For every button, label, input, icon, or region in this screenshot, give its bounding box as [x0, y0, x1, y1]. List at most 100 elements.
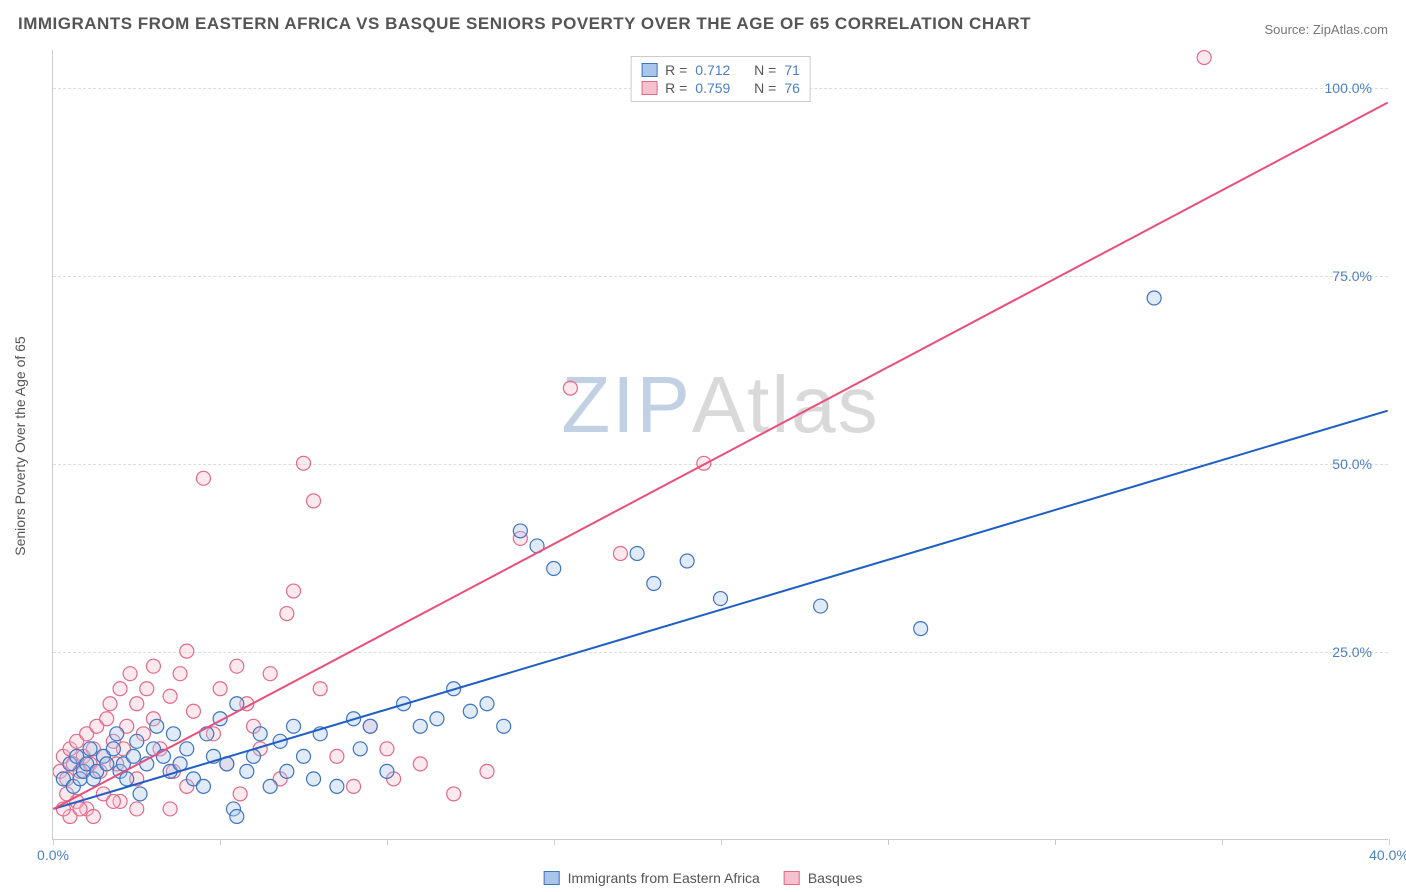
data-point: [146, 659, 160, 673]
data-point: [233, 787, 247, 801]
plot-area: ZIPAtlas R = 0.712 N = 71 R = 0.759 N = …: [52, 50, 1388, 840]
data-point: [100, 712, 114, 726]
data-point: [166, 727, 180, 741]
data-point: [180, 644, 194, 658]
data-point: [1147, 291, 1161, 305]
data-point: [133, 787, 147, 801]
n-label: N =: [754, 62, 776, 78]
data-point: [463, 704, 477, 718]
trend-line: [53, 411, 1387, 809]
data-point: [103, 697, 117, 711]
data-point: [647, 577, 661, 591]
data-point: [297, 456, 311, 470]
data-point: [413, 719, 427, 733]
data-point: [430, 712, 444, 726]
data-point: [330, 749, 344, 763]
data-point: [126, 749, 140, 763]
data-point: [213, 682, 227, 696]
data-point: [413, 757, 427, 771]
data-point: [363, 719, 377, 733]
chart-title: IMMIGRANTS FROM EASTERN AFRICA VS BASQUE…: [18, 14, 1031, 34]
data-point: [307, 494, 321, 508]
data-point: [480, 697, 494, 711]
data-point: [680, 554, 694, 568]
data-point: [280, 607, 294, 621]
r-value-series-1: 0.712: [695, 62, 730, 78]
data-point: [240, 764, 254, 778]
data-point: [130, 697, 144, 711]
x-tick: [1389, 839, 1390, 845]
x-tick: [220, 839, 221, 845]
data-point: [73, 802, 87, 816]
data-point: [547, 561, 561, 575]
data-point: [173, 667, 187, 681]
n-value-series-1: 71: [784, 62, 800, 78]
data-point: [163, 689, 177, 703]
data-point: [353, 742, 367, 756]
data-point: [263, 667, 277, 681]
data-point: [196, 471, 210, 485]
data-point: [630, 546, 644, 560]
legend-row-series-1: R = 0.712 N = 71: [641, 61, 800, 79]
data-point: [83, 742, 97, 756]
data-point: [380, 764, 394, 778]
data-point: [106, 794, 120, 808]
data-point: [186, 704, 200, 718]
n-value-series-2: 76: [784, 80, 800, 96]
data-point: [280, 764, 294, 778]
source-attribution: Source: ZipAtlas.com: [1264, 22, 1388, 37]
data-point: [130, 802, 144, 816]
data-point: [313, 682, 327, 696]
data-point: [447, 787, 461, 801]
data-point: [163, 802, 177, 816]
data-point: [380, 742, 394, 756]
data-point: [513, 524, 527, 538]
plot-svg: [53, 50, 1388, 839]
data-point: [287, 719, 301, 733]
data-point: [200, 727, 214, 741]
swatch-series-1: [641, 63, 657, 77]
legend-row-series-2: R = 0.759 N = 76: [641, 79, 800, 97]
data-point: [347, 779, 361, 793]
legend-correlation-box: R = 0.712 N = 71 R = 0.759 N = 76: [630, 56, 811, 102]
data-point: [914, 622, 928, 636]
x-tick: [1222, 839, 1223, 845]
swatch-series-2: [641, 81, 657, 95]
n-label: N =: [754, 80, 776, 96]
y-axis-label: Seniors Poverty Over the Age of 65: [12, 336, 28, 555]
data-point: [253, 727, 267, 741]
data-point: [150, 719, 164, 733]
data-point: [110, 727, 124, 741]
data-point: [1197, 51, 1211, 65]
data-point: [86, 809, 100, 823]
r-label: R =: [665, 80, 687, 96]
x-tick: [53, 839, 54, 845]
r-label: R =: [665, 62, 687, 78]
data-point: [230, 809, 244, 823]
legend-item-series-1: Immigrants from Eastern Africa: [544, 870, 760, 886]
data-point: [123, 667, 137, 681]
data-point: [180, 742, 194, 756]
legend-item-series-2: Basques: [784, 870, 862, 886]
trend-line: [53, 103, 1387, 809]
data-point: [307, 772, 321, 786]
series-2-label: Basques: [808, 870, 862, 886]
swatch-series-2-bottom: [784, 871, 800, 885]
data-point: [106, 742, 120, 756]
x-tick: [554, 839, 555, 845]
data-point: [120, 772, 134, 786]
x-tick-label: 40.0%: [1369, 847, 1406, 863]
data-point: [140, 682, 154, 696]
data-point: [613, 546, 627, 560]
x-tick-label: 0.0%: [37, 847, 69, 863]
data-point: [263, 779, 277, 793]
series-1-label: Immigrants from Eastern Africa: [568, 870, 760, 886]
swatch-series-1-bottom: [544, 871, 560, 885]
data-point: [563, 381, 577, 395]
legend-series: Immigrants from Eastern Africa Basques: [544, 870, 863, 886]
data-point: [230, 659, 244, 673]
data-point: [287, 584, 301, 598]
data-point: [330, 779, 344, 793]
x-tick: [387, 839, 388, 845]
x-tick: [721, 839, 722, 845]
